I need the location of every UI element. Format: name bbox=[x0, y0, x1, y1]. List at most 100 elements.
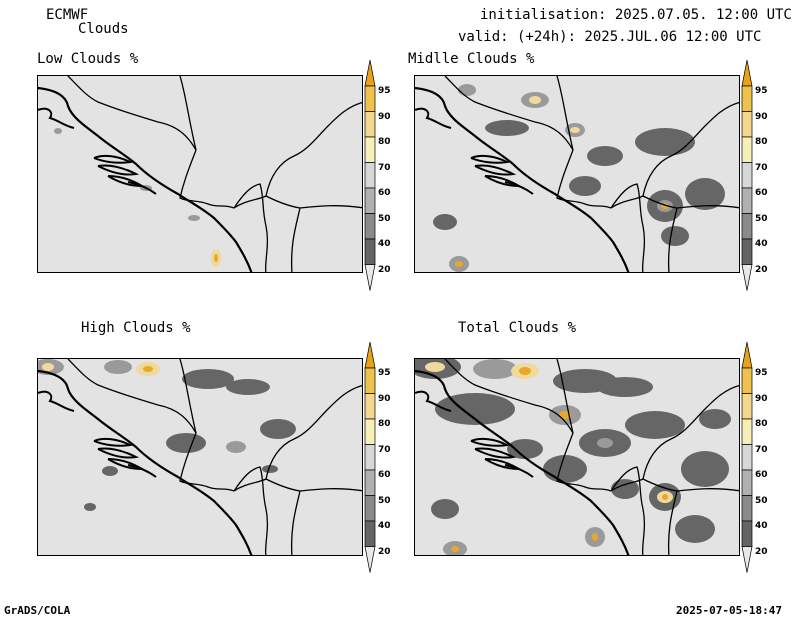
island bbox=[504, 464, 534, 478]
colorbar-label: 90 bbox=[378, 111, 391, 122]
map-high-clouds bbox=[37, 358, 363, 556]
cloud-patch bbox=[685, 178, 725, 210]
colorbar-label: 20 bbox=[378, 264, 391, 275]
colorbar-label: 95 bbox=[755, 86, 768, 96]
country-border bbox=[179, 359, 197, 434]
colorbar-label: 50 bbox=[378, 495, 391, 506]
cloud-patch bbox=[519, 367, 531, 375]
country-border bbox=[233, 478, 362, 492]
island bbox=[470, 154, 511, 164]
island bbox=[470, 437, 511, 447]
colorbar-segment bbox=[364, 238, 376, 265]
colorbar-segment bbox=[364, 162, 376, 189]
cloud-patch bbox=[675, 515, 715, 543]
colorbar-segment bbox=[364, 85, 376, 112]
colorbar-segment bbox=[741, 213, 753, 240]
country-border bbox=[610, 195, 739, 209]
island bbox=[504, 181, 534, 195]
panel-title-middle: Midlle Clouds % bbox=[408, 51, 535, 67]
island bbox=[97, 447, 140, 459]
cloud-patch bbox=[188, 215, 200, 221]
country-border bbox=[642, 384, 739, 480]
colorbar-label: 95 bbox=[378, 368, 391, 378]
colorbar-label: 80 bbox=[378, 137, 391, 147]
island bbox=[127, 181, 157, 195]
country-border bbox=[290, 207, 301, 272]
cloud-patch bbox=[455, 261, 463, 267]
colorbar-segment bbox=[364, 367, 376, 394]
country-border bbox=[610, 466, 646, 555]
colorbar-label: 90 bbox=[755, 393, 768, 404]
colorbar-label: 60 bbox=[755, 188, 768, 198]
panel-title-low: Low Clouds % bbox=[37, 51, 139, 67]
colorbar-label: 40 bbox=[378, 521, 391, 531]
cloud-patch bbox=[260, 419, 296, 439]
colorbar-label: 60 bbox=[378, 470, 391, 480]
country-border bbox=[67, 76, 197, 151]
colorbar-label: 80 bbox=[755, 137, 768, 147]
colorbar-segment bbox=[741, 238, 753, 265]
colorbar-top-right: 95 90 80 70 60 50 40 20 bbox=[741, 59, 768, 296]
colorbar-segment bbox=[741, 393, 753, 420]
cloud-patch bbox=[182, 369, 234, 389]
colorbar-label: 80 bbox=[378, 419, 391, 429]
colorbar-segment bbox=[741, 111, 753, 138]
colorbar-arrow-bottom bbox=[741, 264, 753, 291]
coastline bbox=[415, 107, 452, 129]
cloud-patch bbox=[587, 146, 623, 166]
colorbar-label: 40 bbox=[755, 521, 768, 531]
init-time: initialisation: 2025.07.05. 12:00 UTC bbox=[480, 7, 792, 23]
cloud-patch bbox=[433, 214, 457, 230]
cloud-patch bbox=[597, 377, 653, 397]
cloud-patch bbox=[661, 226, 689, 246]
colorbar-segment bbox=[364, 418, 376, 445]
cloud-patch bbox=[262, 465, 278, 473]
colorbar-segment bbox=[741, 367, 753, 394]
cloud-patch bbox=[458, 84, 476, 96]
country-border bbox=[556, 76, 574, 151]
colorbar-label: 60 bbox=[378, 188, 391, 198]
colorbar-arrow-top bbox=[364, 341, 376, 369]
cloud-patch bbox=[625, 411, 685, 439]
country-border bbox=[444, 359, 574, 434]
cloud-patch bbox=[84, 503, 96, 511]
country-border bbox=[556, 359, 574, 434]
country-border bbox=[610, 183, 646, 272]
island bbox=[97, 164, 140, 176]
model-name: ECMWF bbox=[46, 7, 89, 23]
country-border bbox=[233, 195, 362, 209]
cloud-patch bbox=[529, 96, 541, 104]
cloud-patch bbox=[143, 366, 153, 372]
colorbar-segment bbox=[364, 136, 376, 163]
cloud-patch bbox=[425, 362, 445, 372]
colorbar-label: 70 bbox=[378, 444, 391, 455]
colorbar-segment bbox=[364, 495, 376, 522]
coastline bbox=[38, 390, 75, 412]
cloud-patch bbox=[485, 120, 529, 136]
colorbar-label: 70 bbox=[378, 162, 391, 173]
cloud-patch bbox=[611, 479, 639, 499]
colorbar-label: 50 bbox=[755, 495, 768, 506]
colorbar-segment bbox=[741, 520, 753, 547]
footer-timestamp: 2025-07-05-18:47 bbox=[676, 604, 782, 617]
cloud-patch bbox=[435, 393, 515, 425]
island bbox=[474, 447, 517, 459]
country-border bbox=[556, 432, 612, 492]
colorbar-segment bbox=[741, 495, 753, 522]
cloud-patch bbox=[543, 455, 587, 483]
coastline bbox=[38, 107, 75, 129]
colorbar-segment bbox=[741, 418, 753, 445]
colorbar-arrow-bottom bbox=[364, 264, 376, 291]
country-border bbox=[233, 183, 269, 272]
country-border bbox=[290, 490, 301, 555]
colorbar-svg bbox=[741, 59, 753, 291]
colorbar-label: 90 bbox=[378, 393, 391, 404]
island bbox=[93, 437, 134, 447]
map-middle-svg bbox=[415, 76, 739, 272]
colorbar-segment bbox=[364, 469, 376, 496]
coastline bbox=[415, 390, 452, 412]
colorbar-label: 20 bbox=[755, 546, 768, 557]
product-name: Clouds bbox=[78, 21, 129, 37]
colorbar-svg bbox=[364, 59, 376, 291]
colorbar-label: 50 bbox=[378, 213, 391, 224]
